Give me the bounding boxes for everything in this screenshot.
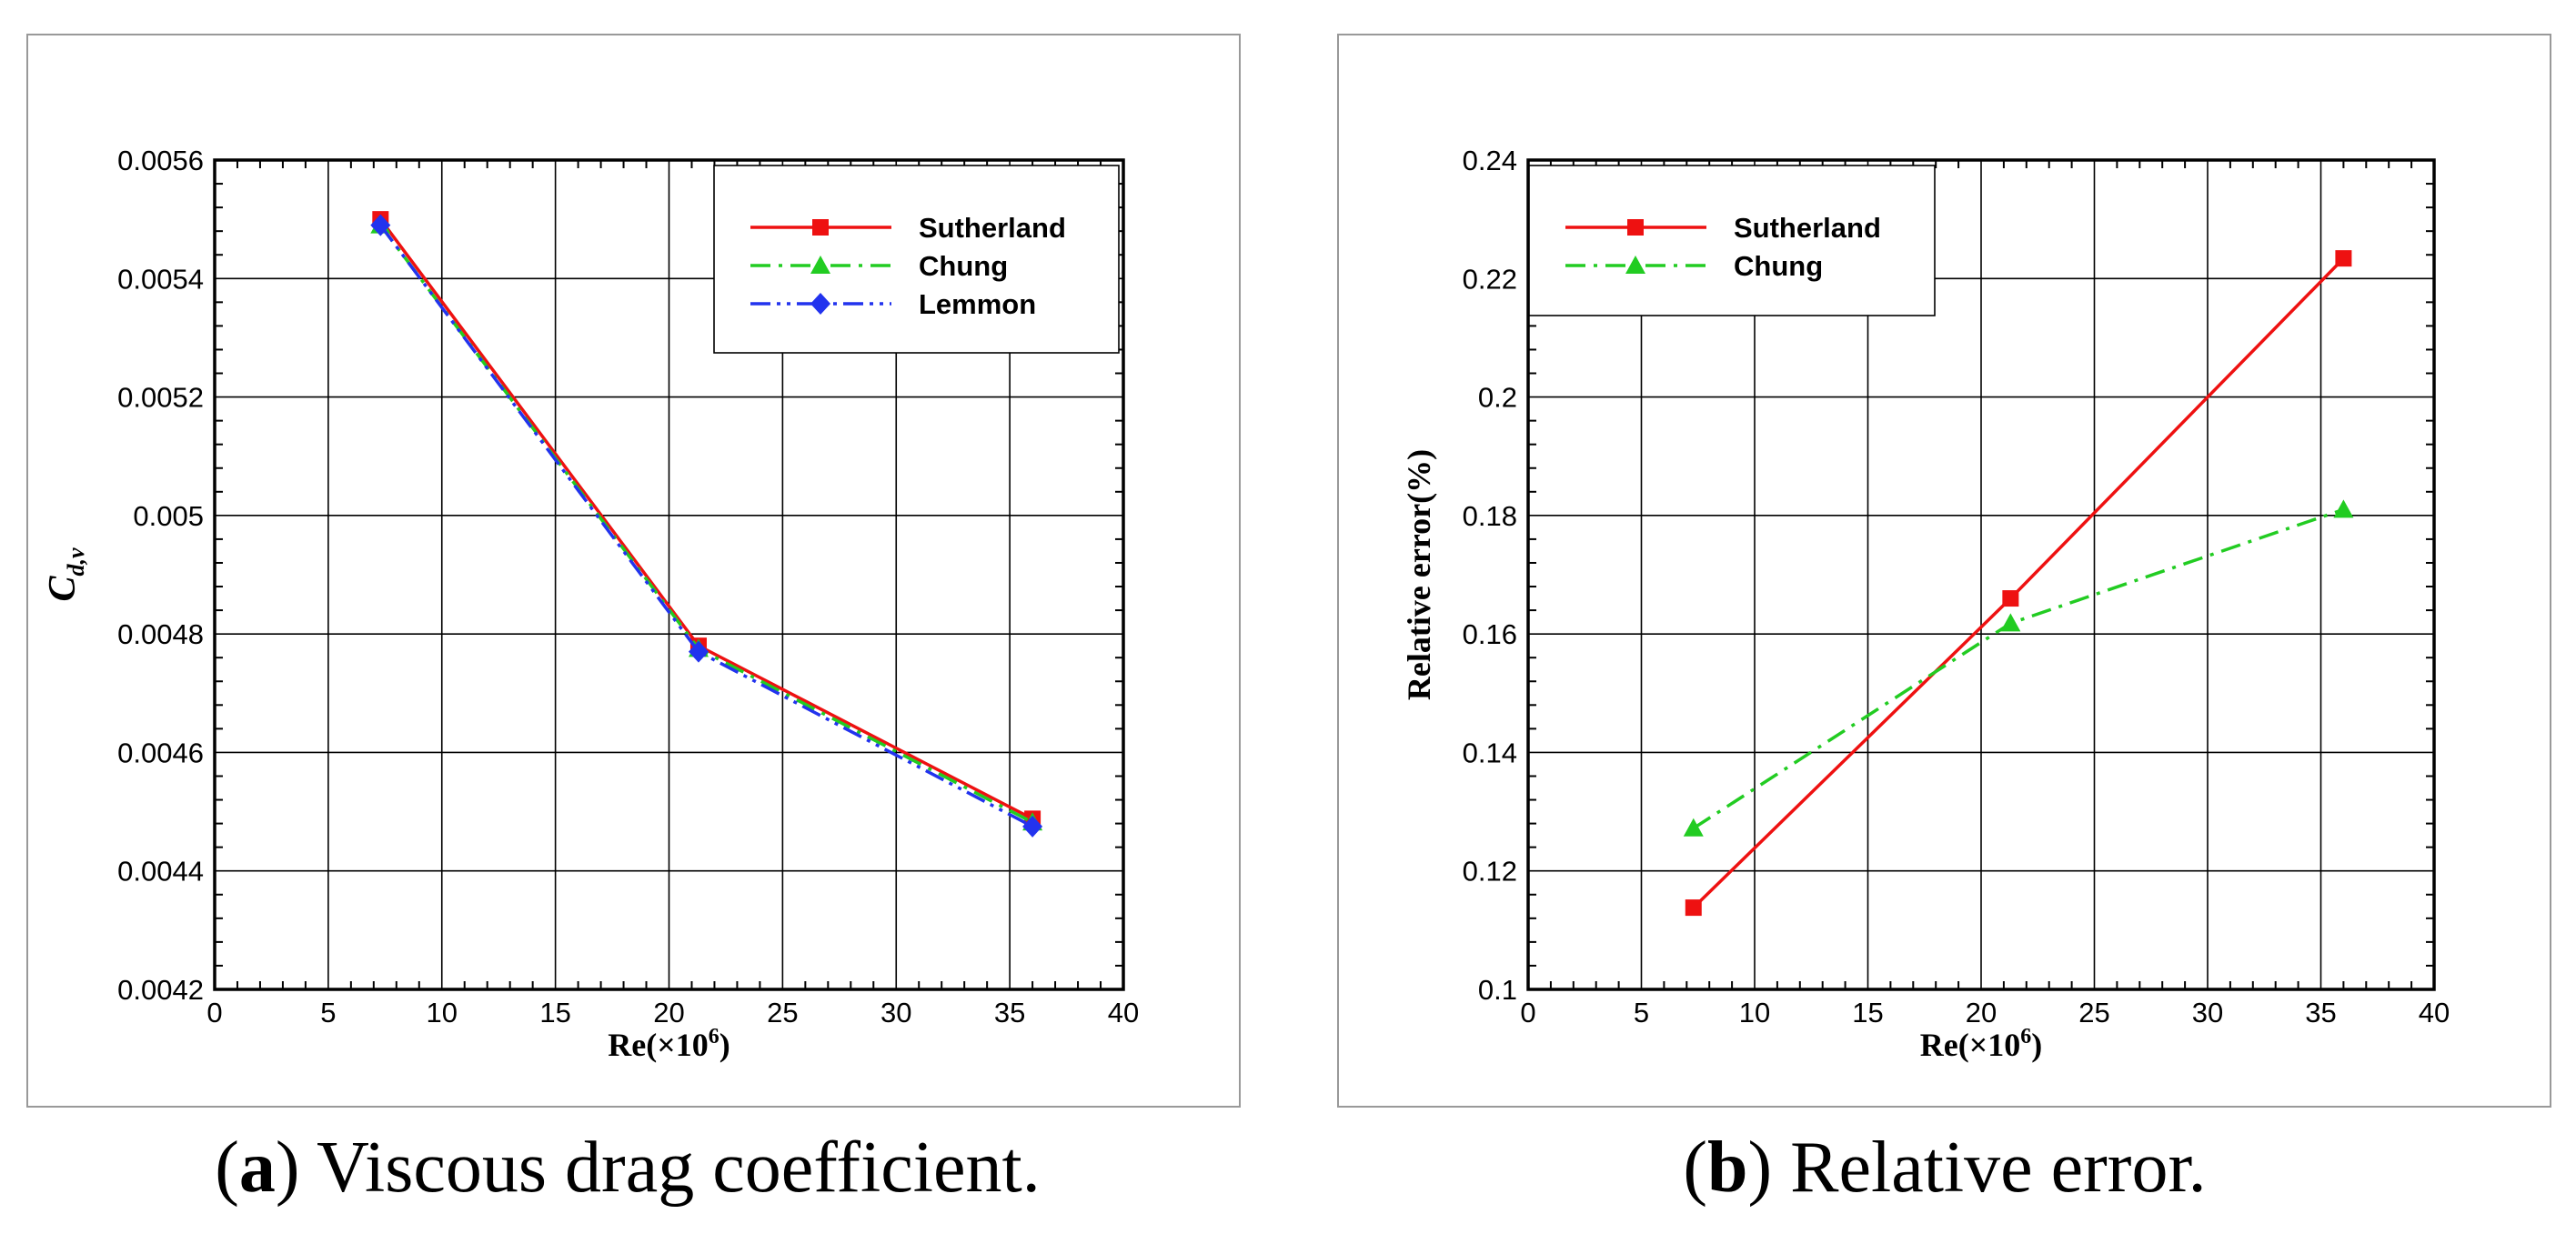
legend-marker-chung bbox=[1625, 256, 1645, 274]
legend-label-chung: Chung bbox=[1734, 250, 1823, 282]
figure-caption: (a) Viscous drag coefficient. bbox=[215, 1128, 1041, 1208]
caption-tag: a bbox=[239, 1128, 276, 1208]
caption-text: Relative error. bbox=[1772, 1128, 2207, 1208]
y-tick-label: 0.2 bbox=[1478, 382, 1517, 414]
legend-marker-lemmon bbox=[810, 293, 830, 315]
x-tick-label: 15 bbox=[1852, 997, 1883, 1028]
y-tick-label: 0.22 bbox=[1463, 263, 1517, 295]
y-tick-label: 0.12 bbox=[1463, 856, 1517, 888]
data-point-lemmon bbox=[1022, 815, 1043, 838]
data-point-sutherland bbox=[2002, 590, 2019, 607]
series-chung bbox=[1683, 499, 2354, 837]
legend: Sutherland Chung Lemmon bbox=[713, 165, 1120, 354]
x-tick-label: 5 bbox=[1634, 997, 1649, 1028]
x-tick-label: 30 bbox=[880, 997, 911, 1028]
x-axis-title-main: Re(×10 bbox=[608, 1027, 708, 1063]
panel-border bbox=[1337, 34, 2551, 1108]
legend-label-lemmon: Lemmon bbox=[919, 288, 1036, 320]
caption-open-paren: ( bbox=[1683, 1128, 1707, 1208]
y-tick-label: 0.0044 bbox=[117, 856, 204, 888]
y-tick-label: 0.0042 bbox=[117, 974, 204, 1006]
x-axis-title-close: ) bbox=[2031, 1027, 2042, 1063]
x-tick-label: 20 bbox=[653, 997, 684, 1028]
caption-open-paren: ( bbox=[215, 1128, 239, 1208]
legend-label-chung: Chung bbox=[919, 250, 1008, 282]
y-tick-label: 0.1 bbox=[1478, 974, 1517, 1006]
x-tick-label: 0 bbox=[206, 997, 222, 1028]
y-axis-title-subscript: d,v bbox=[63, 547, 89, 577]
x-axis-title-superscript: 6 bbox=[2020, 1025, 2031, 1048]
data-point-sutherland bbox=[1685, 899, 1702, 917]
data-point-lemmon bbox=[688, 640, 709, 663]
chart-panel-a: 0 5 10 15 20 25 30 35 40 0.0042 0.0044 0.0046 0.0048… bbox=[26, 34, 1241, 1208]
caption-close-paren: ) bbox=[1747, 1128, 1772, 1208]
y-tick-label: 0.18 bbox=[1463, 500, 1517, 532]
data-point-sutherland bbox=[2335, 250, 2352, 267]
legend-box bbox=[713, 165, 1120, 354]
y-axis-title: Cd,v bbox=[42, 547, 89, 602]
series-sutherland bbox=[1685, 250, 2352, 917]
y-axis-title: Relative error(%) bbox=[1401, 449, 1437, 700]
x-tick-label: 25 bbox=[767, 997, 798, 1028]
legend-box bbox=[1528, 165, 1936, 316]
y-axis-title-main: Relative error(%) bbox=[1401, 449, 1437, 700]
y-tick-label: 0.0048 bbox=[117, 618, 204, 650]
x-tick-label: 40 bbox=[1108, 997, 1139, 1028]
y-tick-label: 0.005 bbox=[133, 500, 204, 532]
x-tick-label: 5 bbox=[320, 997, 336, 1028]
figure-caption: (b) Relative error. bbox=[1683, 1128, 2206, 1208]
x-axis-title-main: Re(×10 bbox=[1920, 1027, 2020, 1063]
x-tick-label: 0 bbox=[1520, 997, 1535, 1028]
series-line-lemmon bbox=[378, 224, 1033, 828]
data-point-chung bbox=[2333, 499, 2354, 518]
x-tick-label: 20 bbox=[1966, 997, 1997, 1028]
data-point-chung bbox=[1683, 818, 1704, 837]
legend-marker-sutherland bbox=[1627, 219, 1644, 236]
x-tick-label: 25 bbox=[2078, 997, 2109, 1028]
y-tick-label: 0.0056 bbox=[117, 145, 204, 176]
plot-frame bbox=[1526, 158, 2436, 991]
y-tick-label: 0.0054 bbox=[117, 263, 204, 295]
caption-tag: b bbox=[1707, 1128, 1748, 1208]
x-tick-label: 10 bbox=[1739, 997, 1770, 1028]
x-axis-title-superscript: 6 bbox=[709, 1025, 719, 1048]
x-tick-label: 35 bbox=[2305, 997, 2336, 1028]
x-axis-title: Re(×106) bbox=[1920, 1025, 2042, 1063]
caption-text: Viscous drag coefficient. bbox=[300, 1128, 1041, 1208]
legend-label-sutherland: Sutherland bbox=[919, 212, 1066, 244]
chart-panel-b: 0 5 10 15 20 25 30 35 40 0.1 0.12 0.14 0.16 0.18 0.2 0.… bbox=[1337, 34, 2551, 1208]
data-point-lemmon bbox=[370, 214, 391, 236]
x-tick-label: 40 bbox=[2419, 997, 2450, 1028]
legend: Sutherland Chung bbox=[1528, 165, 1936, 316]
x-tick-label: 30 bbox=[2192, 997, 2223, 1028]
series-lemmon bbox=[370, 214, 1043, 838]
caption-close-paren: ) bbox=[276, 1128, 300, 1208]
plot-frame bbox=[213, 158, 1125, 991]
y-tick-label: 0.14 bbox=[1463, 737, 1517, 768]
x-tick-label: 35 bbox=[994, 997, 1025, 1028]
legend-label-sutherland: Sutherland bbox=[1734, 212, 1881, 244]
legend-marker-sutherland bbox=[812, 219, 829, 236]
x-axis-title: Re(×106) bbox=[608, 1025, 730, 1063]
legend-marker-chung bbox=[810, 256, 830, 274]
y-tick-label: 0.24 bbox=[1463, 145, 1517, 176]
y-axis-title-main: C bbox=[42, 576, 84, 602]
x-tick-label: 15 bbox=[539, 997, 570, 1028]
y-tick-label: 0.16 bbox=[1463, 618, 1517, 650]
data-point-chung bbox=[2000, 613, 2021, 632]
x-tick-label: 10 bbox=[427, 997, 458, 1028]
y-tick-label: 0.0052 bbox=[117, 382, 204, 414]
x-axis-title-close: ) bbox=[719, 1027, 730, 1063]
y-tick-label: 0.0046 bbox=[117, 737, 204, 768]
